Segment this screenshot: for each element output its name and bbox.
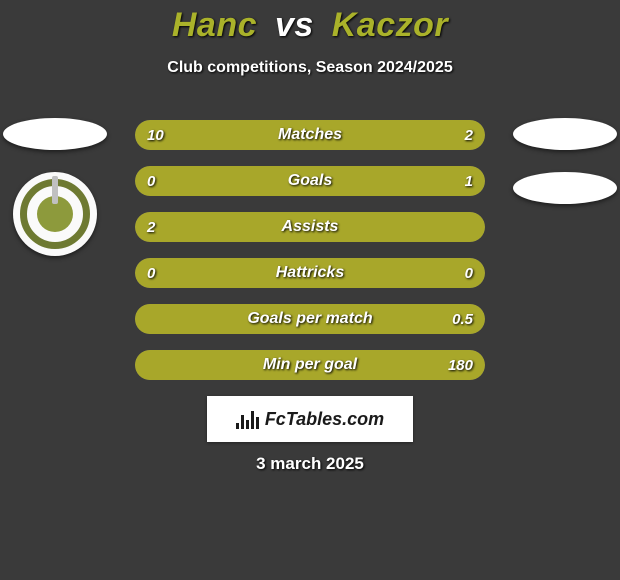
stat-row: Goals per match0.5 [135,304,485,334]
branding-text: FcTables.com [265,409,384,430]
left-column [0,118,110,256]
stat-row: Matches102 [135,120,485,150]
stat-row: Hattricks00 [135,258,485,288]
bar-fill-right [408,120,485,150]
branding-chart-icon [236,409,259,429]
bar-fill-right [198,166,485,196]
player1-club-badge [13,172,97,256]
icon-bar [256,417,259,429]
bar-fill-right [149,350,485,380]
bar-fill-left [135,258,485,288]
stat-bars: Matches102 Goals01 Assists2 Hattricks00 Goal… [135,120,485,380]
bar-fill-right [149,304,485,334]
bar-fill-left [135,350,149,380]
player1-name: Hanc [172,6,257,44]
icon-bar [251,411,254,429]
bar-fill-left [135,166,198,196]
bar-fill-left [135,212,485,242]
bar-fill-left [135,120,408,150]
icon-bar [241,415,244,429]
stat-row: Min per goal180 [135,350,485,380]
stat-row: Goals01 [135,166,485,196]
icon-bar [236,423,239,429]
player2-portrait-placeholder [513,118,617,150]
vs-text: vs [275,6,314,44]
date-text: 3 march 2025 [0,454,620,474]
branding: FcTables.com [207,396,413,442]
stat-row: Assists2 [135,212,485,242]
bar-fill-left [135,304,149,334]
badge-pin-icon [52,176,58,204]
player2-name: Kaczor [332,6,448,44]
icon-bar [246,420,249,429]
player1-portrait-placeholder [3,118,107,150]
title: Hanc vs Kaczor [0,0,620,45]
comparison-card: Hanc vs Kaczor Club competitions, Season… [0,0,620,580]
subtitle: Club competitions, Season 2024/2025 [0,59,620,77]
player2-club-placeholder [513,172,617,204]
right-column [510,118,620,204]
